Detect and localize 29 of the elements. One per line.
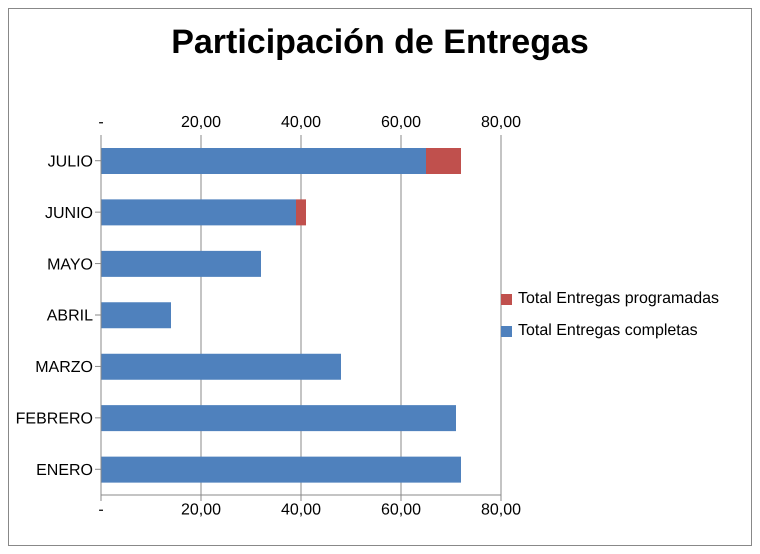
bar [101, 250, 261, 277]
x-tick-label: - [98, 114, 104, 131]
x-tick-label: 40,00 [280, 114, 322, 131]
y-tick-label: JULIO [48, 153, 93, 170]
chart-title: Participación de Entregas [170, 23, 590, 62]
legend-label: Total Entregas completas [518, 322, 698, 340]
x2-tick-label: 60,00 [380, 501, 422, 518]
y-tick-label: ENERO [36, 462, 93, 479]
y-tick-label: JUNIO [45, 204, 93, 222]
bar [101, 354, 341, 380]
bar [101, 456, 461, 483]
y-tick-label: ABRIL [46, 308, 94, 325]
y-tick-label: MARZO [35, 359, 93, 376]
bar [296, 199, 306, 226]
y-tick-label: MAYO [47, 256, 93, 274]
x2-tick-label: 40,00 [280, 501, 322, 518]
bar [426, 148, 461, 174]
x-tick-label: 20,00 [180, 114, 222, 131]
x2-tick-label: 20,00 [180, 501, 222, 518]
y-tick-label: FEBRERO [16, 410, 93, 428]
legend-label: Total Entregas programadas [518, 290, 719, 308]
x-tick-label: 80,00 [480, 114, 522, 131]
bar [101, 148, 426, 174]
x2-tick-label: - [98, 501, 104, 518]
bar [101, 199, 296, 226]
x-tick-label: 60,00 [380, 114, 422, 131]
bar [101, 302, 171, 328]
bar [101, 405, 456, 432]
x2-tick-label: 80,00 [480, 501, 522, 518]
